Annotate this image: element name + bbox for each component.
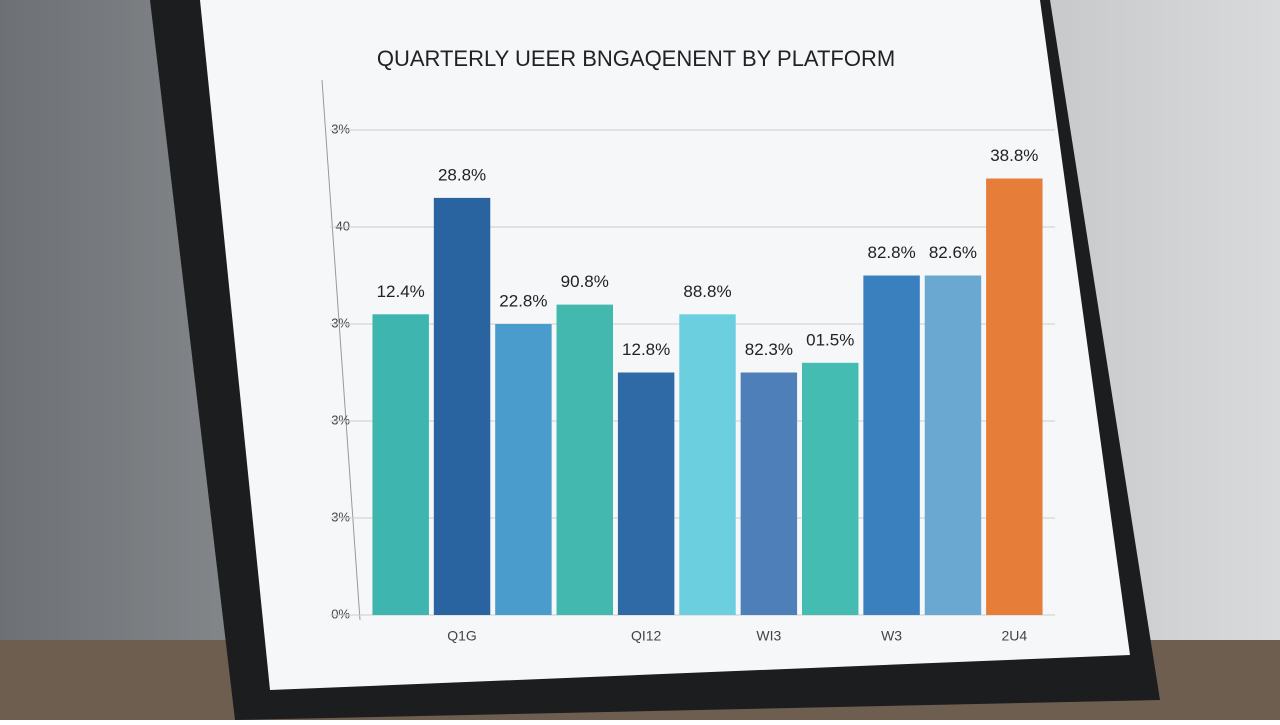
bar: [556, 304, 613, 615]
bar: [617, 372, 675, 615]
value-label: 88.8%: [683, 282, 731, 301]
x-tick-label: Q1G: [447, 628, 477, 644]
y-tick-label: 40: [336, 218, 350, 233]
x-tick-label: W3: [881, 628, 902, 644]
value-label: 38.8%: [990, 146, 1038, 165]
bar: [924, 275, 982, 615]
y-tick-label: 3%: [331, 121, 350, 136]
y-tick-label: 3%: [331, 412, 350, 427]
bar: [863, 275, 920, 615]
y-tick-label: 3%: [331, 315, 350, 330]
y-axis: [321, 79, 361, 621]
bar: [495, 324, 552, 615]
value-label: 12.4%: [377, 282, 425, 301]
bar: [986, 178, 1043, 615]
value-label: 01.5%: [806, 330, 854, 349]
value-label: 90.8%: [561, 272, 609, 291]
value-label: 82.8%: [867, 243, 915, 262]
x-tick-label: WI3: [756, 628, 781, 644]
x-tick-label: 2U4: [1001, 628, 1027, 644]
chart-title: QUARTERLY UEER BNGAQENENT BY PLATFORM: [377, 46, 895, 71]
x-tick-label: QI12: [631, 628, 662, 644]
value-label: 22.8%: [499, 291, 547, 310]
bar: [740, 372, 798, 615]
bar: [433, 197, 491, 615]
value-label: 12.8%: [622, 340, 670, 359]
y-tick-label: 0%: [331, 606, 350, 621]
bar: [679, 314, 736, 615]
bar: [372, 314, 429, 615]
y-tick-label: 3%: [331, 509, 350, 524]
value-label: 82.6%: [929, 243, 977, 262]
bar: [802, 362, 859, 615]
value-label: 82.3%: [745, 340, 793, 359]
value-label: 28.8%: [438, 165, 486, 184]
